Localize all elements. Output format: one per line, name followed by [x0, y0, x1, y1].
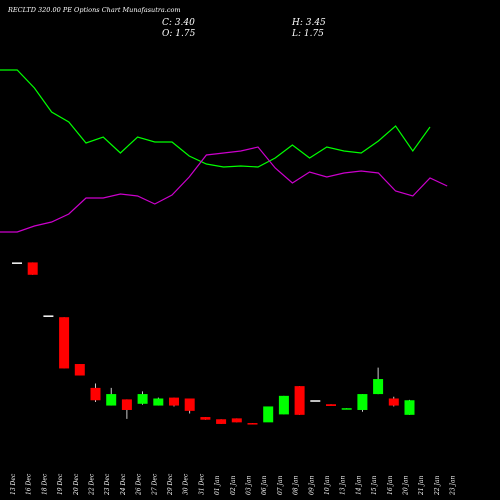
- candle-body: [184, 398, 195, 411]
- candle: [153, 397, 164, 406]
- high-value: H: 3.45: [292, 18, 326, 28]
- x-tick-label: 08 Jan: [293, 475, 300, 495]
- x-tick-label: 27 Dec: [151, 473, 158, 496]
- x-tick-label: 20 Dec: [73, 473, 80, 496]
- candle-body: [43, 315, 54, 317]
- candle: [310, 400, 321, 402]
- candle-body: [121, 399, 132, 410]
- x-tick-label: 31 Dec: [198, 473, 205, 495]
- x-tick-label: 13 Dec: [10, 473, 17, 495]
- x-tick-label: 01 Jan: [214, 475, 221, 495]
- candle-body: [106, 394, 117, 406]
- candle: [326, 404, 336, 407]
- x-tick-label: 14 Jan: [355, 475, 362, 495]
- candle: [74, 364, 85, 376]
- candle-body: [74, 364, 85, 376]
- candle-body: [263, 406, 274, 423]
- candle: [216, 419, 227, 424]
- x-tick-label: 18 Dec: [41, 473, 48, 495]
- candle-body: [27, 262, 38, 275]
- candle: [263, 406, 274, 423]
- open-value: O: 1.75: [162, 29, 196, 39]
- candle: [373, 367, 384, 395]
- x-tick-label: 13 Jan: [340, 475, 347, 495]
- x-tick-label: 16 Dec: [26, 473, 33, 495]
- candle: [341, 408, 352, 410]
- candle: [43, 315, 54, 317]
- candle: [294, 386, 305, 415]
- x-tick-label: 23 Jan: [450, 475, 457, 496]
- candle: [121, 399, 132, 419]
- candle-body: [326, 404, 336, 407]
- x-tick-label: 09 Jan: [308, 475, 315, 495]
- candle: [169, 397, 179, 407]
- candle: [90, 383, 101, 403]
- indicator-line-1: [0, 69, 431, 168]
- candle: [231, 418, 242, 423]
- x-tick-label: 20 Jan: [403, 475, 410, 496]
- candle: [388, 396, 399, 407]
- candle: [200, 417, 211, 420]
- candle: [12, 262, 22, 264]
- candle-body: [231, 418, 242, 423]
- x-tick-label: 07 Jan: [277, 475, 284, 495]
- x-tick-label: 02 Jan: [230, 475, 237, 495]
- x-tick-label: 23 Dec: [104, 473, 111, 496]
- x-tick-label: 22 Jan: [434, 475, 441, 496]
- x-tick-label: 21 Jan: [418, 475, 425, 496]
- candle-body: [294, 386, 305, 415]
- x-tick-label: 26 Dec: [136, 473, 143, 496]
- x-tick-label: 30 Dec: [183, 473, 190, 495]
- x-tick-label: 03 Jan: [246, 475, 253, 495]
- candle-body: [357, 394, 368, 410]
- candle-body: [137, 394, 148, 404]
- candle: [247, 423, 258, 425]
- candle-body: [216, 419, 227, 424]
- x-tick-label: 10 Jan: [324, 475, 331, 495]
- indicator-line-2: [0, 146, 448, 233]
- indicator-lines: [0, 69, 448, 233]
- x-axis-labels: 13 Dec 16 Dec 18 Dec 19 Dec 20 Dec 22 Dec 23 D…: [10, 473, 457, 496]
- x-tick-label: 24 Dec: [120, 473, 127, 496]
- candle: [137, 391, 148, 405]
- candle-body: [169, 397, 179, 406]
- chart-title: RECLTD 320.00 PE Options Chart Munafasut…: [8, 6, 181, 14]
- candle-body: [404, 400, 415, 415]
- candle-body: [341, 408, 352, 410]
- candles: [12, 262, 415, 425]
- low-value: L: 1.75: [292, 29, 324, 39]
- candle: [278, 395, 289, 415]
- candle-body: [12, 262, 22, 264]
- candle-body: [247, 423, 258, 425]
- x-tick-label: 22 Dec: [89, 473, 96, 496]
- x-tick-label: 29 Dec: [167, 473, 174, 496]
- candle-body: [90, 387, 101, 401]
- close-value: C: 3.40: [162, 18, 195, 28]
- candle: [404, 399, 415, 415]
- candle: [184, 398, 195, 414]
- x-tick-label: 19 Dec: [57, 473, 64, 495]
- x-tick-label: 06 Jan: [261, 475, 268, 495]
- x-tick-label: 16 Jan: [387, 475, 394, 495]
- candle-body: [59, 317, 70, 369]
- candle: [27, 262, 38, 275]
- candle-body: [373, 379, 384, 395]
- candle-body: [278, 395, 289, 415]
- candle-body: [310, 400, 321, 402]
- candle-body: [200, 417, 211, 420]
- candle: [59, 317, 70, 369]
- candle: [106, 387, 117, 406]
- candle-body: [153, 398, 164, 406]
- candle-body: [388, 398, 399, 406]
- x-tick-label: 15 Jan: [371, 475, 378, 495]
- candle: [357, 394, 368, 412]
